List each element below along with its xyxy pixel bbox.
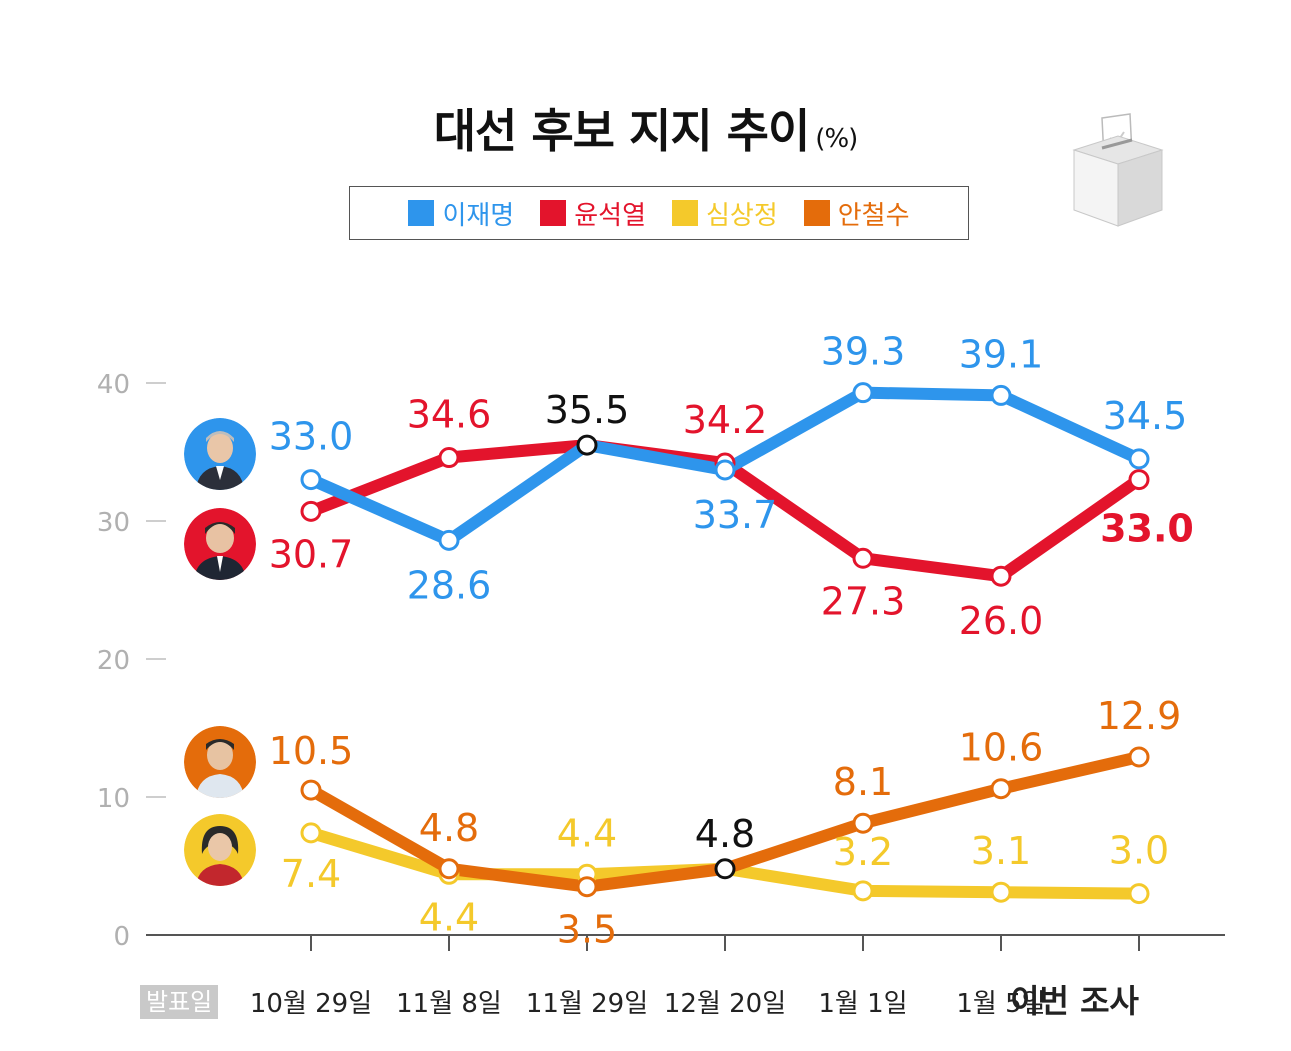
data-point [300, 822, 322, 844]
legend-swatch [408, 200, 435, 226]
data-point [990, 778, 1012, 800]
x-tick-label: 이번 조사 [1010, 982, 1139, 1020]
x-tick-label: 11월 8일 [396, 989, 502, 1019]
data-label: 28.6 [407, 563, 492, 607]
data-label: 34.2 [683, 398, 768, 442]
data-label: 30.7 [269, 532, 354, 576]
data-point [576, 876, 598, 898]
shared-data-point [714, 858, 736, 880]
data-point [438, 529, 460, 551]
data-label: 33.7 [693, 493, 778, 537]
avatar-lee [184, 418, 256, 490]
data-label: 34.5 [1103, 394, 1188, 438]
data-point [438, 447, 460, 469]
chart-title-unit: (%) [815, 124, 858, 154]
legend-item-lee: 이재명 [408, 195, 514, 232]
data-label: 4.4 [557, 811, 617, 855]
data-point [438, 858, 460, 880]
data-label: 27.3 [821, 579, 906, 623]
data-point [852, 812, 874, 834]
data-label: 3.1 [971, 829, 1031, 873]
data-point [990, 384, 1012, 406]
data-label: 3.0 [1109, 829, 1169, 873]
data-point [1128, 448, 1150, 470]
data-point [1128, 746, 1150, 768]
shared-data-point [576, 434, 598, 456]
chart-title: 대선 후보 지지 추이 (%) [0, 95, 1291, 161]
data-point [1128, 883, 1150, 905]
data-label: 10.6 [959, 726, 1044, 770]
data-point [990, 565, 1012, 587]
data-point [852, 880, 874, 902]
y-tick-label: 20 [97, 646, 130, 676]
data-point [852, 547, 874, 569]
legend-item-yoon: 윤석열 [540, 195, 646, 232]
data-point [300, 779, 322, 801]
legend-swatch [803, 200, 830, 226]
avatar-yoon [184, 508, 256, 580]
y-tick-label: 10 [97, 784, 130, 814]
data-label: 33.0 [1100, 507, 1194, 551]
shared-data-label: 4.8 [695, 812, 755, 856]
legend-label: 안철수 [837, 200, 910, 231]
data-label: 39.3 [821, 330, 906, 374]
data-point [990, 881, 1012, 903]
legend-label: 윤석열 [574, 200, 646, 231]
data-point [1128, 469, 1150, 491]
ballot-box-icon [1072, 113, 1164, 227]
data-label: 12.9 [1097, 694, 1182, 738]
chart-title-text: 대선 후보 지지 추이 [433, 104, 811, 158]
data-point [300, 469, 322, 491]
data-label: 39.1 [959, 332, 1044, 376]
x-tick-label: 11월 29일 [526, 989, 648, 1019]
legend-swatch [672, 200, 698, 226]
avatar-lee-portrait [184, 418, 256, 490]
legend-item-sim: 심상정 [672, 195, 778, 232]
avatar-ahn-portrait [184, 726, 256, 798]
data-point [714, 459, 736, 481]
release-date-label: 발표일 [140, 985, 219, 1019]
legend-swatch [540, 200, 567, 226]
legend-item-ahn: 안철수 [803, 195, 910, 232]
data-label: 8.1 [833, 760, 893, 804]
legend-label: 심상정 [706, 200, 778, 231]
y-tick-label: 0 [113, 922, 130, 952]
data-label: 26.0 [959, 599, 1044, 643]
legend-label: 이재명 [442, 200, 515, 231]
y-tick-label: 30 [97, 508, 130, 538]
shared-data-label: 35.5 [545, 388, 630, 432]
data-label: 10.5 [269, 729, 354, 773]
data-point [852, 382, 874, 404]
avatar-sim [184, 814, 256, 886]
y-tick-label: 40 [97, 370, 130, 400]
x-tick-label: 10월 29일 [250, 989, 372, 1019]
data-label: 33.0 [269, 415, 354, 459]
data-label: 4.8 [419, 806, 479, 850]
data-label: 4.4 [419, 895, 479, 939]
x-tick-label: 1월 1일 [818, 989, 907, 1019]
data-label: 3.2 [833, 830, 893, 874]
data-label: 34.6 [407, 393, 492, 437]
data-point [300, 500, 322, 522]
data-label: 3.5 [557, 908, 617, 952]
avatar-yoon-portrait [184, 508, 256, 580]
x-tick-label: 1월 5일 [956, 989, 1045, 1019]
avatar-ahn [184, 726, 256, 798]
legend: 이재명 윤석열 심상정 안철수 [349, 186, 969, 240]
x-tick-label: 12월 20일 [664, 989, 786, 1019]
avatar-sim-portrait [184, 814, 256, 886]
data-label: 7.4 [281, 852, 341, 896]
